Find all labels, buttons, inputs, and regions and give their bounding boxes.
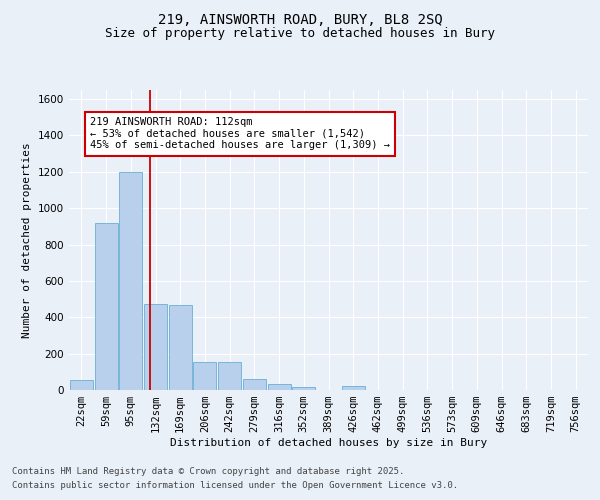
Bar xyxy=(144,304,167,390)
Bar xyxy=(218,362,241,390)
Bar xyxy=(342,386,365,390)
Text: Contains public sector information licensed under the Open Government Licence v3: Contains public sector information licen… xyxy=(12,481,458,490)
Bar xyxy=(268,384,290,390)
Y-axis label: Number of detached properties: Number of detached properties xyxy=(22,142,32,338)
Text: Contains HM Land Registry data © Crown copyright and database right 2025.: Contains HM Land Registry data © Crown c… xyxy=(12,468,404,476)
X-axis label: Distribution of detached houses by size in Bury: Distribution of detached houses by size … xyxy=(170,438,487,448)
Bar xyxy=(193,362,217,390)
Text: 219, AINSWORTH ROAD, BURY, BL8 2SQ: 219, AINSWORTH ROAD, BURY, BL8 2SQ xyxy=(158,12,442,26)
Bar xyxy=(119,172,142,390)
Bar xyxy=(70,380,93,390)
Bar xyxy=(292,388,315,390)
Text: Size of property relative to detached houses in Bury: Size of property relative to detached ho… xyxy=(105,28,495,40)
Text: 219 AINSWORTH ROAD: 112sqm
← 53% of detached houses are smaller (1,542)
45% of s: 219 AINSWORTH ROAD: 112sqm ← 53% of deta… xyxy=(90,118,390,150)
Bar xyxy=(243,379,266,390)
Bar xyxy=(95,222,118,390)
Bar xyxy=(169,304,192,390)
